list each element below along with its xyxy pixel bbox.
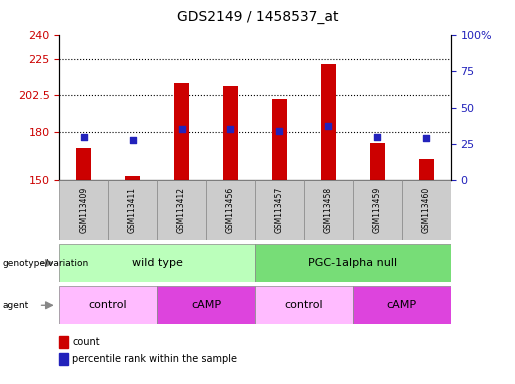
Bar [59,286,157,324]
Bar [370,143,385,180]
Text: control: control [284,300,323,310]
Bar [174,83,189,180]
Point [177,126,185,132]
Bar [206,180,255,240]
Bar [353,180,402,240]
Point [324,123,333,129]
Bar [353,286,451,324]
Text: GSM113460: GSM113460 [422,187,431,233]
Bar [419,159,434,180]
Text: PGC-1alpha null: PGC-1alpha null [308,258,398,268]
Bar [59,244,255,282]
Text: GSM113412: GSM113412 [177,187,186,233]
Point [226,126,234,132]
Text: wild type: wild type [132,258,182,268]
Bar [321,64,336,180]
Text: agent: agent [3,301,29,310]
Bar [59,180,108,240]
Text: genotype/variation: genotype/variation [3,258,89,268]
Bar [223,86,238,180]
Point [373,134,381,140]
Bar [255,244,451,282]
Bar [125,175,140,180]
Point [79,134,88,140]
Text: GSM113411: GSM113411 [128,187,137,233]
Text: cAMP: cAMP [387,300,417,310]
Bar [402,180,451,240]
Point [422,135,430,141]
Point [129,137,137,143]
Bar [255,180,304,240]
Point [275,128,283,134]
Bar [255,286,353,324]
Text: GSM113457: GSM113457 [275,187,284,233]
Text: cAMP: cAMP [191,300,221,310]
Bar [304,180,353,240]
Text: GDS2149 / 1458537_at: GDS2149 / 1458537_at [177,10,338,24]
Bar [157,286,255,324]
Text: control: control [89,300,128,310]
Text: count: count [72,337,100,347]
Text: GSM113459: GSM113459 [373,187,382,233]
Bar [108,180,157,240]
Text: GSM113458: GSM113458 [324,187,333,233]
Text: GSM113409: GSM113409 [79,187,88,233]
Bar [157,180,206,240]
Bar [76,148,91,180]
Bar [272,99,287,180]
Text: GSM113456: GSM113456 [226,187,235,233]
Text: percentile rank within the sample: percentile rank within the sample [72,354,237,364]
